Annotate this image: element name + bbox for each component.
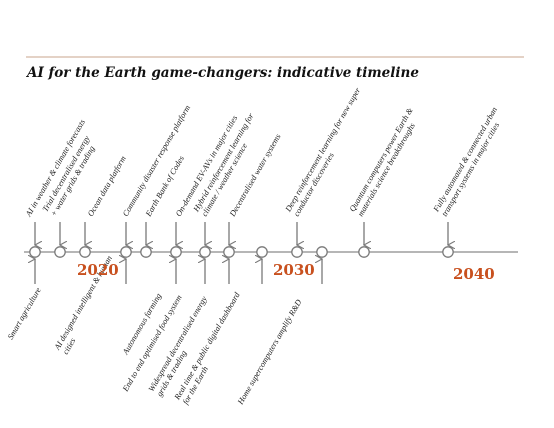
timeline-node xyxy=(256,246,268,258)
milestone-label-below: Smart agriculture xyxy=(6,286,43,341)
below-arrows xyxy=(35,259,322,284)
milestone-label-above-line: transport systems in major cities xyxy=(440,121,501,218)
milestone-label-above-line: Deep reinforcement learning for new supe… xyxy=(283,85,362,214)
milestone-label-below: Autonomous farming xyxy=(120,292,163,357)
milestone-label-above-line: Ocean data platform xyxy=(86,154,128,218)
timeline-node xyxy=(291,246,303,258)
year-label: 2020 xyxy=(77,261,119,279)
timeline-node xyxy=(358,246,370,258)
timeline-node xyxy=(29,246,41,258)
milestone-label-above-line: Fully automated & connected urban xyxy=(431,106,499,215)
milestone-label-below-line: Smart agriculture xyxy=(6,286,43,341)
above-arrows xyxy=(35,222,448,245)
timeline-node xyxy=(316,246,328,258)
milestone-label-above: Fully automated & connected urbantranspo… xyxy=(431,106,507,219)
timeline-node xyxy=(199,246,211,258)
timeline-node xyxy=(170,246,182,258)
year-label: 2040 xyxy=(453,265,495,283)
timeline-node xyxy=(79,246,91,258)
timeline-node xyxy=(223,246,235,258)
milestone-label-below-line: Home supercomputers amplify R&D xyxy=(235,298,303,407)
timeline-node xyxy=(140,246,152,258)
milestone-label-below: Real time & public digital dashboardfor … xyxy=(172,290,250,407)
timeline-node xyxy=(120,246,132,258)
year-labels: 2020 2030 2040 xyxy=(77,261,495,283)
milestone-label-above: Ocean data platform xyxy=(86,154,128,218)
timeline-node xyxy=(54,246,66,258)
timeline-node xyxy=(442,246,454,258)
milestone-label-above-line: Quantum computers power Earth & xyxy=(348,106,415,213)
year-label: 2030 xyxy=(273,261,315,279)
milestone-label-below: Home supercomputers amplify R&D xyxy=(235,298,303,407)
milestone-label-above: Quantum computers power Earth &materials… xyxy=(348,106,423,218)
milestone-label-above-line: materials science breakthroughs xyxy=(356,121,417,218)
below-labels: Smart agriculture AI designed intelligent… xyxy=(6,254,304,407)
milestone-label-below-line: Autonomous farming xyxy=(120,292,163,357)
diagram-title: AI for the Earth game-changers: indicati… xyxy=(25,65,419,81)
milestone-label-below-line: Real time & public digital dashboard xyxy=(172,290,242,402)
